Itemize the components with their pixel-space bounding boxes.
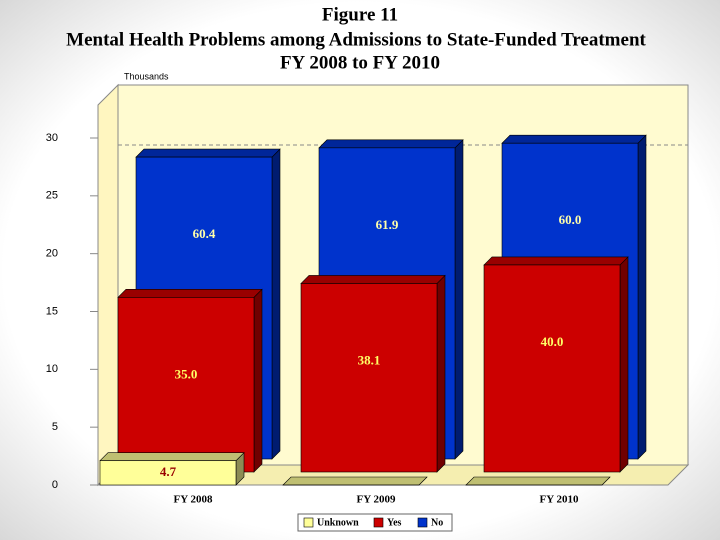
bar — [117, 297, 255, 473]
legend-label: Yes — [387, 517, 402, 528]
bar-top-shade — [283, 477, 427, 485]
y-tick-label: 30 — [46, 132, 58, 144]
chart-period: FY 2008 to FY 2010 — [280, 52, 440, 73]
data-label: 60.4 — [193, 226, 216, 241]
bar-side-shade — [437, 275, 445, 472]
bar-side-shade — [455, 139, 463, 459]
legend-swatch — [417, 517, 428, 528]
data-label: 60.0 — [559, 212, 582, 227]
y-tick-label: 0 — [52, 479, 58, 491]
bar-top-shade — [502, 135, 646, 144]
bar-side-shade — [254, 289, 262, 472]
bar-top-shade — [466, 477, 610, 485]
bar-top-shade — [484, 256, 628, 265]
bar-side-shade — [620, 256, 628, 472]
data-label: 61.9 — [376, 217, 399, 232]
chart-title: Figure 11 — [322, 4, 398, 25]
y-tick-label: 5 — [52, 421, 58, 433]
legend-swatch — [303, 517, 314, 528]
data-label: 35.0 — [175, 366, 198, 381]
data-label: 4.7 — [160, 464, 177, 479]
y-axis-label: Thousands — [124, 71, 169, 81]
legend-label: No — [431, 517, 443, 528]
x-tick-label: FY 2010 — [539, 494, 579, 506]
bar-top-shade — [100, 452, 244, 461]
bar-side-shade — [236, 452, 244, 485]
chart-subtitle: Mental Health Problems among Admissions … — [66, 29, 646, 50]
legend-label: Unknown — [317, 517, 359, 528]
bar — [300, 283, 438, 473]
y-tick-label: 10 — [46, 363, 58, 375]
bar — [483, 264, 621, 473]
bar-top-shade — [118, 289, 262, 298]
bar — [99, 460, 237, 486]
y-tick-label: 25 — [46, 190, 58, 202]
bar-side-shade — [638, 135, 646, 460]
bar-top-shade — [136, 149, 280, 158]
y-tick-label: 15 — [46, 305, 58, 317]
data-label: 40.0 — [541, 334, 564, 349]
data-label: 38.1 — [358, 352, 381, 367]
left-wall — [97, 83, 119, 487]
bar-top-shade — [319, 139, 463, 148]
y-tick-label: 20 — [46, 248, 58, 260]
bar-top-shade — [301, 275, 445, 284]
x-tick-label: FY 2009 — [356, 494, 396, 506]
x-tick-label: FY 2008 — [173, 494, 213, 506]
bar-side-shade — [272, 149, 280, 460]
legend-swatch — [373, 517, 384, 528]
